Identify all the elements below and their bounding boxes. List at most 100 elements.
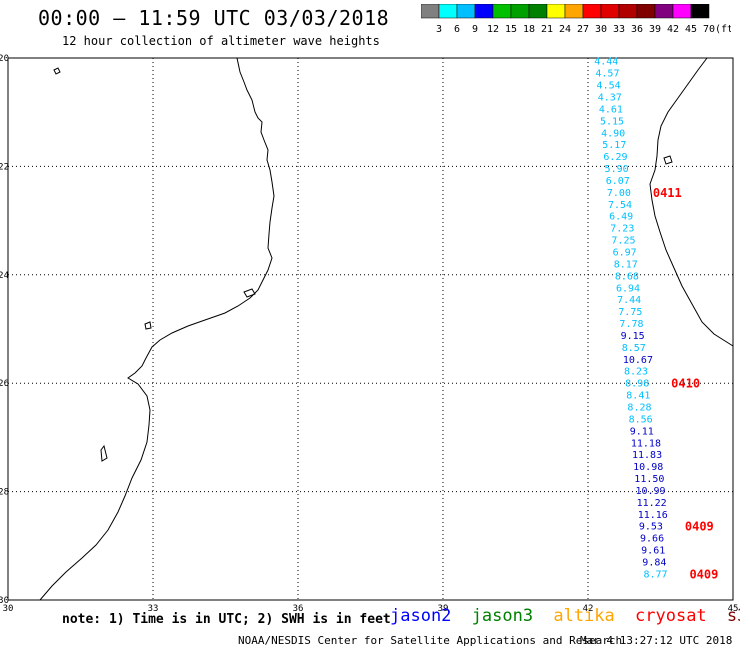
graticule bbox=[8, 58, 733, 600]
wave-height-value: 7.54 bbox=[608, 200, 632, 211]
colorbar-swatch bbox=[438, 4, 458, 19]
wave-height-value: 9.53 bbox=[639, 522, 663, 533]
chart-subtitle: 12 hour collection of altimeter wave hei… bbox=[62, 34, 380, 48]
legend-jason3: jason3 bbox=[471, 606, 534, 626]
wave-height-value: 10.99 bbox=[635, 486, 665, 497]
coastline bbox=[39, 57, 734, 601]
generated-timestamp: Mar 4 13:27:12 UTC 2018 bbox=[580, 634, 733, 647]
colorbar-label: 27 bbox=[577, 24, 589, 35]
wave-height-value: 9.15 bbox=[621, 331, 645, 342]
wave-height-value: 7.75 bbox=[618, 307, 642, 318]
observation-time: 0409 bbox=[689, 567, 718, 581]
colorbar-swatch bbox=[510, 4, 530, 19]
latitude-label: -20 bbox=[0, 54, 9, 64]
wave-height-value: 6.49 bbox=[609, 212, 633, 223]
observation-time: 0411 bbox=[653, 186, 682, 200]
colorbar-label: 30 bbox=[595, 24, 607, 35]
wave-height-value: 6.07 bbox=[606, 176, 630, 187]
colorbar-label: 42 bbox=[667, 24, 679, 35]
latitude-label: -22 bbox=[0, 162, 9, 172]
map-frame bbox=[7, 57, 734, 601]
colorbar-label: 6 bbox=[454, 24, 460, 35]
wave-height-value: 8.23 bbox=[624, 367, 648, 378]
wave-height-value: 5.17 bbox=[602, 140, 626, 151]
colorbar-label: 15 bbox=[505, 24, 517, 35]
colorbar-label: 24 bbox=[559, 24, 571, 35]
wave-height-value: 4.57 bbox=[595, 69, 619, 80]
colorbar-label: 39 bbox=[649, 24, 661, 35]
satellite-legend: jason2 jason3 altika cryosat s3a bbox=[390, 606, 740, 626]
wave-height-value: 11.50 bbox=[634, 474, 664, 485]
wave-height-value: 10.67 bbox=[623, 355, 653, 366]
legend-s3a: s3a bbox=[726, 606, 740, 626]
colorbar-label: 45 bbox=[685, 24, 697, 35]
wave-height-value: 7.78 bbox=[619, 319, 643, 330]
wave-height-value: 8.57 bbox=[622, 343, 646, 354]
wave-height-value: 8.17 bbox=[614, 259, 638, 270]
wave-height-value: 7.23 bbox=[610, 224, 634, 235]
wave-height-value: 4.44 bbox=[594, 57, 618, 68]
wave-height-value: 8.28 bbox=[627, 403, 651, 414]
colorbar-label: (ft) bbox=[715, 24, 731, 35]
madagascar-coast bbox=[649, 57, 734, 347]
colorbar-label: 3 bbox=[436, 24, 442, 35]
colorbar-swatch bbox=[528, 4, 548, 19]
wave-height-value: 9.84 bbox=[642, 558, 666, 569]
wave-height-value: 5.90 bbox=[605, 164, 629, 175]
wave-height-value: 5.15 bbox=[600, 116, 624, 127]
longitude-label: 30 bbox=[3, 604, 14, 614]
wave-height-value: 11.18 bbox=[631, 438, 661, 449]
wave-height-value: 8.77 bbox=[643, 569, 667, 580]
wave-height-value: 6.94 bbox=[616, 283, 640, 294]
colorbar-label: 70 bbox=[703, 24, 715, 35]
wave-height-value: 6.29 bbox=[603, 152, 627, 163]
wave-height-value: 4.61 bbox=[599, 104, 623, 115]
island-outline bbox=[663, 155, 673, 165]
observation-time-labels: 0411 0410 0409 0409 bbox=[653, 186, 719, 582]
colorbar-swatch bbox=[564, 4, 584, 19]
colorbar-label: 9 bbox=[472, 24, 478, 35]
credit-line: NOAA/NESDIS Center for Satellite Applica… bbox=[238, 634, 623, 647]
island-outline bbox=[100, 444, 108, 462]
wave-height-value: 11.22 bbox=[637, 498, 667, 509]
wave-height-value: 7.25 bbox=[611, 236, 635, 247]
wave-height-value: 4.90 bbox=[601, 128, 625, 139]
island-outline bbox=[243, 288, 256, 298]
mainland-coast bbox=[39, 57, 275, 601]
colorbar-swatch bbox=[582, 4, 602, 19]
colorbar-swatch bbox=[672, 4, 692, 19]
wave-height-value: 4.54 bbox=[597, 81, 621, 92]
colorbar-swatch bbox=[636, 4, 656, 19]
colorbar-label: 12 bbox=[487, 24, 499, 35]
wave-height-value: 9.11 bbox=[630, 426, 654, 437]
colorbar-swatch bbox=[456, 4, 476, 19]
footnote: note: 1) Time is in UTC; 2) SWH is in fe… bbox=[62, 612, 391, 627]
colorbar-swatch bbox=[546, 4, 566, 19]
legend-cryosat: cryosat bbox=[635, 606, 707, 626]
wave-height-value: 7.00 bbox=[607, 188, 631, 199]
latitude-label: -28 bbox=[0, 488, 9, 498]
colorbar-label: 18 bbox=[523, 24, 535, 35]
island-outline bbox=[53, 67, 61, 75]
colorbar-swatch bbox=[600, 4, 620, 19]
altimeter-observations: 4.444.574.544.374.615.154.905.176.295.90… bbox=[594, 57, 668, 581]
colorbar-swatch bbox=[421, 4, 440, 19]
colorbar-label: 33 bbox=[613, 24, 625, 35]
wave-height-value: 10.98 bbox=[633, 462, 663, 473]
colorbar-swatch bbox=[618, 4, 638, 19]
latitude-label: -26 bbox=[0, 379, 9, 389]
wave-height-value: 8.56 bbox=[629, 414, 653, 425]
latitude-label: -24 bbox=[0, 271, 9, 281]
latitude-label: -30 bbox=[0, 596, 9, 606]
colorbar-swatch bbox=[654, 4, 674, 19]
wave-height-value: 11.16 bbox=[638, 510, 668, 521]
colorbar-swatch bbox=[492, 4, 512, 19]
chart-title: 00:00 – 11:59 UTC 03/03/2018 bbox=[38, 6, 390, 30]
legend-altika: altika bbox=[553, 606, 615, 626]
wave-height-value: 9.66 bbox=[640, 534, 664, 545]
wave-height-value: 4.37 bbox=[598, 92, 622, 103]
observation-time: 0409 bbox=[685, 520, 714, 534]
